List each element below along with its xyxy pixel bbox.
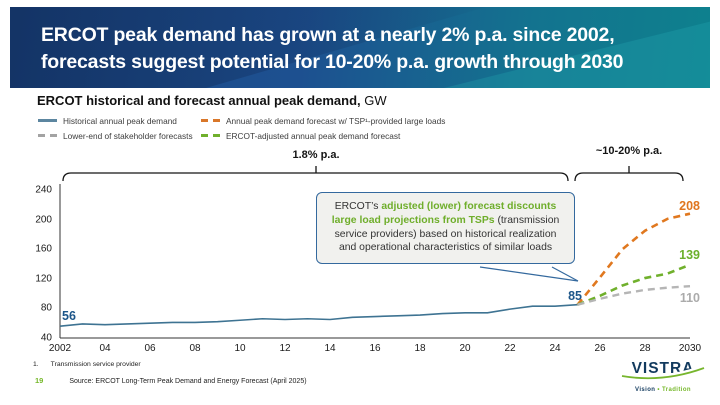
lower-end-forecast-line bbox=[577, 285, 691, 306]
historical-start-value-label: 56 bbox=[62, 309, 76, 323]
vistra-logo: VISTRA Vision • Tradition bbox=[620, 357, 706, 393]
source-text: Source: ERCOT Long-Term Peak Demand and … bbox=[69, 378, 307, 385]
legend-item-historical: Historical annual peak demand bbox=[38, 113, 201, 128]
adjusted-forecast-value-label: 139 bbox=[679, 248, 700, 262]
historical-period-brace bbox=[62, 172, 569, 182]
historical-line-swatch bbox=[38, 119, 57, 122]
ercot-adjusted-forecast-line bbox=[577, 263, 691, 306]
y-axis-tick-40: 40 bbox=[41, 333, 53, 344]
x-axis-tick-10: 10 bbox=[234, 343, 246, 354]
y-axis-tick-120: 120 bbox=[35, 274, 52, 285]
legend-label-historical: Historical annual peak demand bbox=[63, 115, 177, 126]
historical-cagr-label: 1.8% p.a. bbox=[292, 149, 339, 161]
x-axis-tick-14: 14 bbox=[324, 343, 336, 354]
slide-title-line1: ERCOT peak demand has grown at a nearly … bbox=[41, 24, 615, 46]
chart-title-main: ERCOT historical and forecast annual pea… bbox=[37, 93, 361, 108]
tagline-vision: Vision bbox=[635, 387, 656, 393]
callout-tail-lower-line bbox=[551, 266, 579, 282]
lower-forecast-value-label: 110 bbox=[680, 291, 700, 305]
x-axis-tick-2002: 2002 bbox=[49, 343, 72, 354]
tagline-separator: • bbox=[657, 387, 660, 393]
source-row: 19 Source: ERCOT Long-Term Peak Demand a… bbox=[35, 376, 307, 385]
title-banner: ERCOT peak demand has grown at a nearly … bbox=[10, 7, 710, 88]
historical-demand-line bbox=[59, 303, 578, 327]
legend-item-tsp-forecast: Annual peak demand forecast w/ TSP¹-prov… bbox=[201, 113, 445, 128]
footnote-number: 1. bbox=[33, 361, 39, 368]
x-axis-tick-08: 08 bbox=[189, 343, 201, 354]
x-axis-tick-24: 24 bbox=[549, 343, 561, 354]
page-number: 19 bbox=[35, 376, 44, 385]
tsp-forecast-value-label: 208 bbox=[679, 199, 700, 213]
x-axis-tick-20: 20 bbox=[459, 343, 471, 354]
tsp-forecast-line-swatch bbox=[201, 119, 220, 122]
x-axis-tick-18: 18 bbox=[414, 343, 426, 354]
x-axis-tick-2030: 2030 bbox=[679, 343, 702, 354]
callout-tail-upper-line bbox=[479, 266, 579, 282]
footnote: 1. Transmission service provider bbox=[33, 361, 141, 368]
chart-title-unit: GW bbox=[360, 93, 387, 108]
callout-highlight: adjusted (lower) forecast discounts larg… bbox=[331, 201, 557, 226]
x-axis-tick-26: 26 bbox=[594, 343, 606, 354]
y-axis-tick-240: 240 bbox=[35, 185, 52, 196]
legend-item-ercot-adjusted: ERCOT-adjusted annual peak demand foreca… bbox=[201, 128, 445, 143]
x-axis-tick-04: 04 bbox=[99, 343, 111, 354]
x-axis-tick-16: 16 bbox=[369, 343, 381, 354]
slide-title: ERCOT peak demand has grown at a nearly … bbox=[10, 7, 710, 75]
x-axis-tick-22: 22 bbox=[504, 343, 516, 354]
legend-item-lower-end: Lower-end of stakeholder forecasts bbox=[38, 128, 201, 143]
forecast-cagr-label: ~10-20% p.a. bbox=[596, 145, 662, 157]
slide-title-line2: forecasts suggest potential for 10-20% p… bbox=[41, 50, 624, 73]
logo-tagline: Vision • Tradition bbox=[620, 387, 706, 393]
forecast-period-brace bbox=[574, 172, 684, 182]
x-axis-tick-28: 28 bbox=[639, 343, 651, 354]
callout-box: ERCOT’s adjusted (lower) forecast discou… bbox=[316, 192, 575, 265]
historical-end-value-label: 85 bbox=[568, 289, 582, 303]
legend-label-ercot-adjusted: ERCOT-adjusted annual peak demand foreca… bbox=[226, 130, 401, 141]
tagline-tradition: Tradition bbox=[662, 387, 691, 393]
tsp-forecast-line bbox=[576, 212, 691, 306]
callout-rest: (transmission service providers) based o… bbox=[334, 214, 560, 254]
ercot-adjusted-line-swatch bbox=[201, 134, 220, 137]
logo-swoosh-icon bbox=[621, 367, 705, 380]
chart-title: ERCOT historical and forecast annual pea… bbox=[37, 93, 387, 108]
logo-swoosh-mask bbox=[621, 364, 705, 380]
legend-label-tsp-forecast: Annual peak demand forecast w/ TSP¹-prov… bbox=[226, 115, 446, 126]
legend-label-lower-end: Lower-end of stakeholder forecasts bbox=[63, 130, 193, 141]
y-axis-tick-80: 80 bbox=[41, 303, 53, 314]
lower-end-line-swatch bbox=[38, 134, 57, 137]
callout-prefix: ERCOT’s bbox=[334, 201, 382, 212]
chart-legend: Historical annual peak demand Annual pea… bbox=[38, 113, 445, 143]
x-axis-tick-12: 12 bbox=[279, 343, 291, 354]
footnote-text: Transmission service provider bbox=[50, 361, 141, 368]
y-axis-tick-200: 200 bbox=[35, 215, 52, 226]
y-axis-tick-160: 160 bbox=[35, 244, 52, 255]
x-axis-tick-06: 06 bbox=[144, 343, 156, 354]
vistra-wordmark-icon: VISTRA bbox=[621, 360, 705, 380]
